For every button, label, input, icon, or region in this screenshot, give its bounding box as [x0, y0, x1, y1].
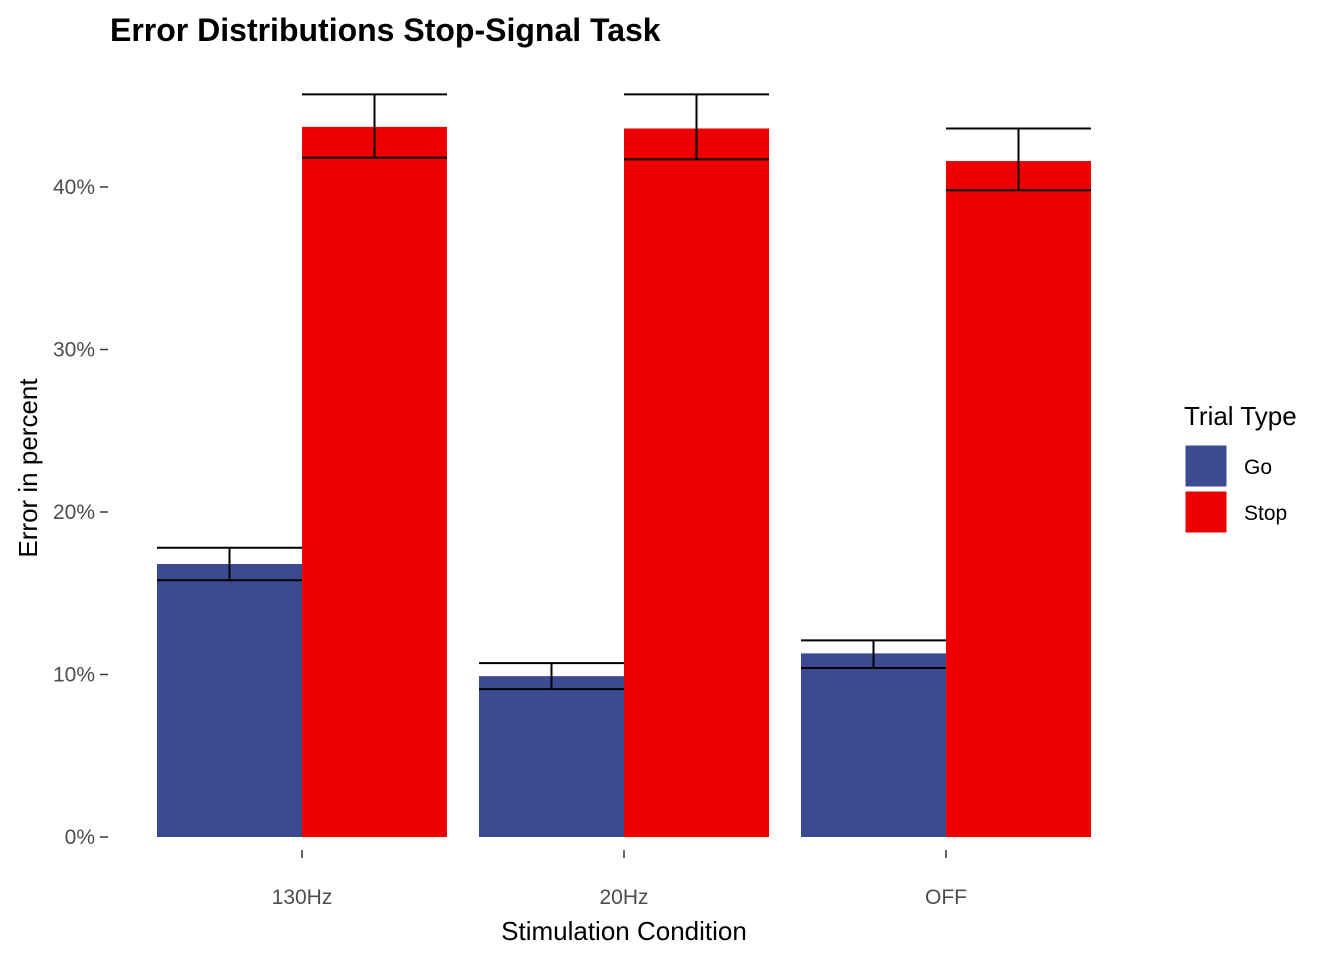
y-tick-label: 10%	[53, 664, 95, 687]
y-axis-title: Error in percent	[13, 378, 43, 558]
y-tick-label: 0%	[65, 826, 95, 849]
legend: Trial Type Go Stop	[1184, 401, 1297, 534]
chart-title: Error Distributions Stop-Signal Task	[110, 12, 661, 48]
legend-key-go	[1184, 444, 1228, 488]
bar-go-130hz	[157, 564, 302, 837]
error-bar	[801, 639, 946, 669]
error-bar	[302, 93, 447, 159]
y-axis: 0% 10% 20% 30% 40%	[53, 176, 108, 849]
x-axis-title: Stimulation Condition	[501, 916, 747, 946]
y-tick-label: 20%	[53, 501, 95, 524]
error-bar	[479, 662, 624, 691]
x-axis: 130Hz 20Hz OFF	[272, 850, 967, 909]
error-bar	[946, 127, 1091, 192]
legend-title: Trial Type	[1184, 401, 1297, 431]
bar-go-off	[801, 653, 946, 837]
bar-stop-20hz	[624, 128, 769, 837]
bars	[157, 126, 1091, 837]
y-tick-label: 40%	[53, 176, 95, 199]
x-tick-label: 20Hz	[599, 886, 648, 909]
error-bars	[157, 93, 1091, 691]
error-bar	[624, 93, 769, 161]
bar-stop-130hz	[302, 126, 447, 837]
y-tick-label: 30%	[53, 339, 95, 362]
legend-key-stop	[1184, 490, 1228, 534]
error-bar	[157, 546, 302, 582]
bar-stop-off	[946, 161, 1091, 837]
x-tick-label: OFF	[925, 886, 967, 909]
legend-label-stop: Stop	[1244, 502, 1287, 525]
bar-go-20hz	[479, 676, 624, 837]
x-tick-label: 130Hz	[272, 886, 333, 909]
legend-label-go: Go	[1244, 456, 1272, 479]
